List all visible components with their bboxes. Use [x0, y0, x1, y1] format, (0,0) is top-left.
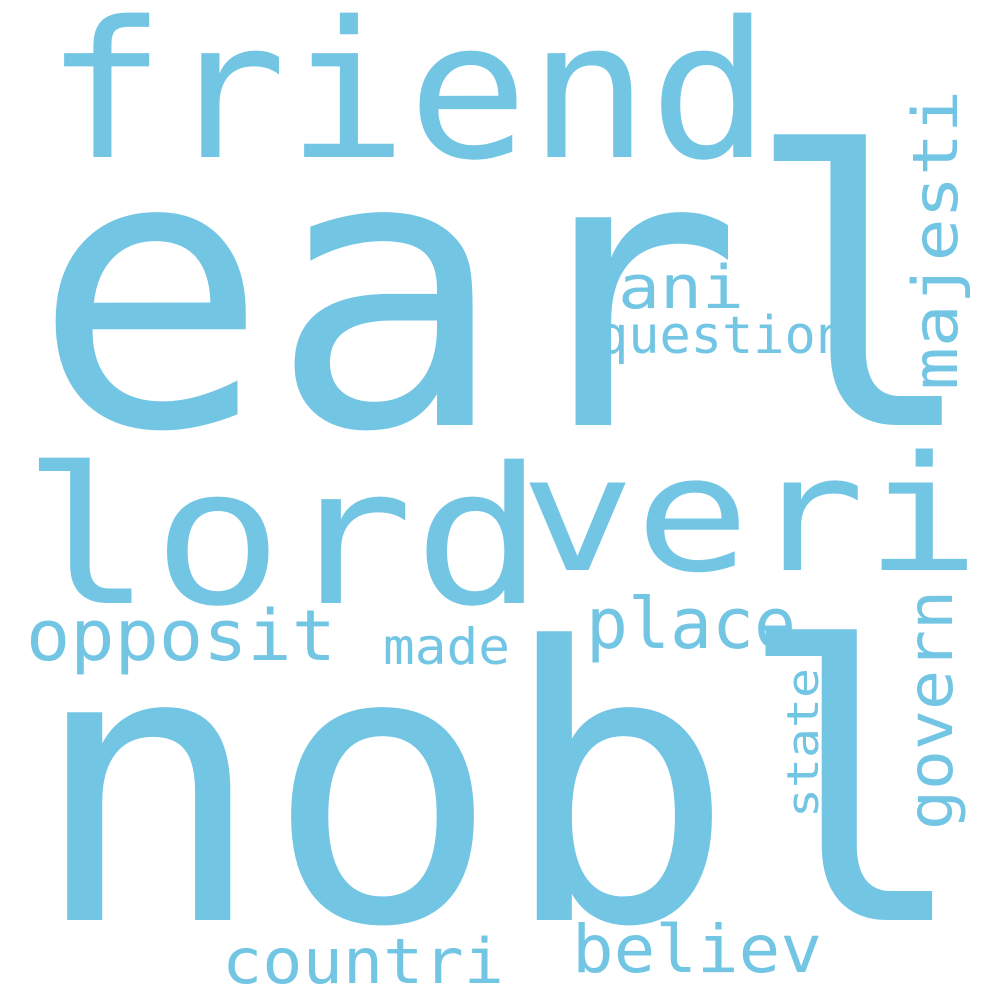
word-friend: friend — [45, 0, 770, 202]
word-opposit: opposit — [26, 595, 336, 677]
word-question: question — [597, 306, 847, 366]
word-state: state — [778, 668, 829, 818]
word-ani: ani — [618, 253, 744, 323]
word-veri: veri — [520, 421, 980, 608]
word-govern: govern — [894, 590, 967, 830]
word-lord: lord — [22, 427, 544, 648]
word-place: place — [586, 583, 796, 665]
word-nobl: nobl — [30, 567, 970, 1000]
word-made: made — [383, 618, 510, 676]
word-earl: earl — [32, 72, 980, 515]
word-countri: countri — [222, 925, 504, 998]
word-believ: believ — [572, 911, 822, 988]
word-majesti: majesti — [899, 90, 972, 390]
